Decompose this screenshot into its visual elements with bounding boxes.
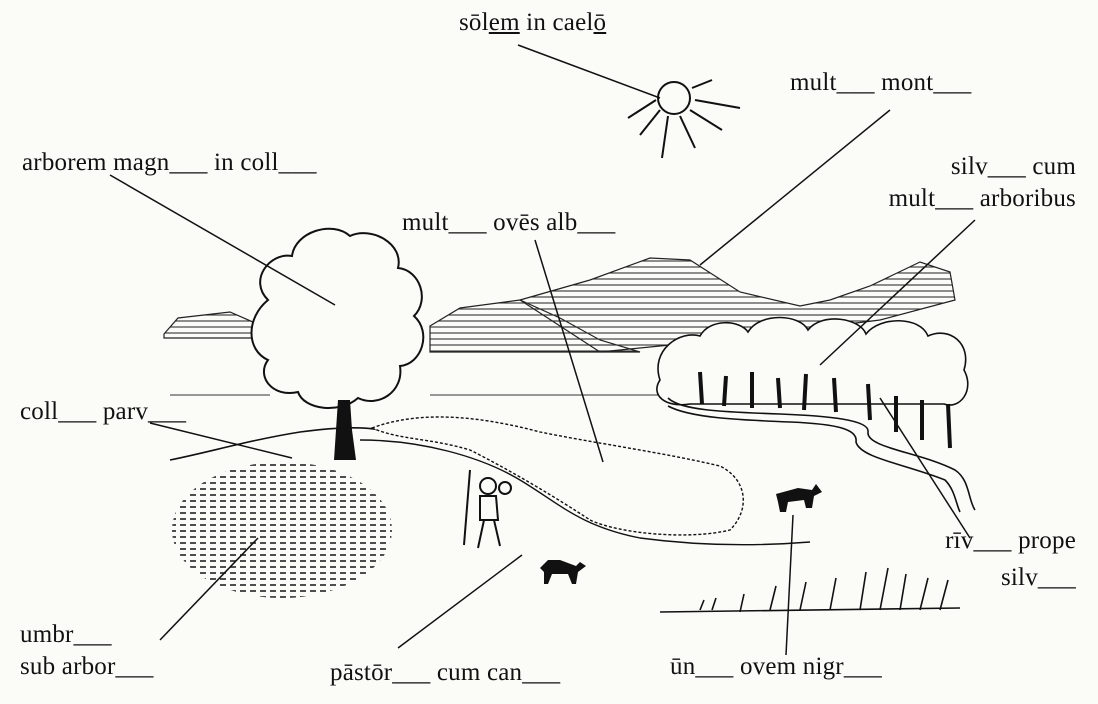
sheep-flock xyxy=(370,416,744,536)
label-forest-line2: mult___ arboribus xyxy=(888,185,1076,212)
grass xyxy=(659,567,961,613)
river xyxy=(667,397,976,513)
label-sheep: mult___ ovēs alb___ xyxy=(402,209,616,236)
label-black-sheep: ūn___ ovem nigr___ xyxy=(670,653,882,680)
label-river-line1: rīv___ prope xyxy=(945,527,1076,554)
sun-icon xyxy=(627,79,741,159)
label-sun-part2: em xyxy=(488,9,520,36)
label-mountains: mult___ mont___ xyxy=(790,69,972,96)
dog-figure xyxy=(540,560,586,584)
label-forest-line1: silv___ cum xyxy=(950,153,1076,180)
large-tree xyxy=(250,227,425,460)
leader-lines xyxy=(109,44,976,656)
forest xyxy=(656,316,969,449)
label-sun-part4: ō xyxy=(593,9,607,36)
label-hill: coll___ parv___ xyxy=(20,398,187,425)
label-sun: sōlem in caelō xyxy=(459,8,606,38)
label-big-tree: arborem magn___ in coll___ xyxy=(22,149,317,176)
tree-shadow xyxy=(172,462,392,598)
mountain-range xyxy=(163,257,956,396)
label-river-line2: silv___ xyxy=(1000,564,1076,591)
road xyxy=(359,439,811,546)
small-hill xyxy=(169,427,381,461)
label-shade-line2: sub arbor___ xyxy=(20,653,154,680)
label-shepherd: pāstōr___ cum can___ xyxy=(330,659,561,686)
label-sun-part3: in cael xyxy=(519,9,594,36)
label-sun-part1: sōl xyxy=(459,9,489,36)
label-shade-line1: umbr___ xyxy=(20,621,112,648)
black-sheep-figure xyxy=(776,484,822,512)
shepherd-figure xyxy=(463,469,512,549)
